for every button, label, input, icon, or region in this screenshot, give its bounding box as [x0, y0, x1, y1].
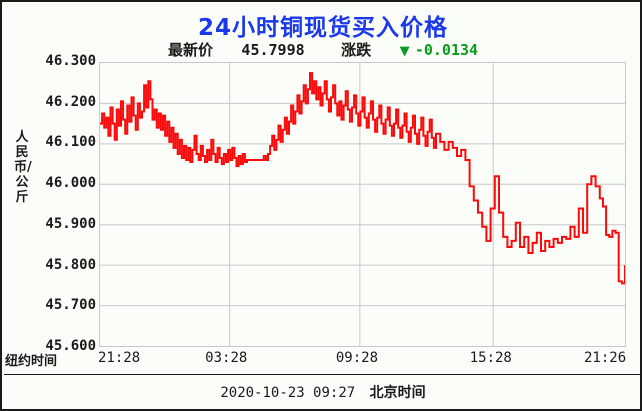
price-line-chart — [100, 63, 625, 346]
y-axis-tick-label: 46.000 — [45, 175, 96, 192]
price-series-line — [100, 72, 625, 285]
y-axis-tick-label: 45.800 — [45, 256, 96, 273]
change-down-arrow-icon: ▼ — [399, 44, 410, 59]
price-chart-plot — [99, 62, 626, 347]
x-axis-tick-label: 15:28 — [469, 350, 512, 366]
x-axis-tick-label: 03:28 — [205, 350, 248, 366]
latest-price-label: 最新价 — [167, 41, 213, 59]
x-axis-title: 纽约时间 — [5, 354, 58, 369]
y-axis-title: 人民币/公斤 — [14, 130, 32, 205]
change-value: -0.0134 — [414, 41, 479, 59]
footer-datetime: 2020-10-23 09:27 — [220, 385, 356, 401]
y-axis-tick-label: 45.900 — [45, 215, 96, 232]
x-axis-ticks: 21:28 03:28 09:28 15:28 21:26 — [2, 350, 640, 370]
y-axis-tick-label: 45.700 — [45, 297, 96, 314]
page-title: 24小时铜现货买入价格 — [197, 15, 448, 41]
price-summary: 最新价 45.7998 涨跌 ▼ -0.0134 — [2, 39, 640, 60]
y-axis-tick-label: 46.200 — [45, 93, 96, 110]
y-axis-ticks: 46.300 46.200 46.100 46.000 45.900 45.800 45.7… — [24, 2, 96, 409]
latest-price-value: 45.7998 — [241, 41, 305, 59]
footer-timezone: 北京时间 — [369, 385, 426, 401]
x-axis-tick-label: 21:26 — [584, 350, 627, 366]
footer-divider — [4, 374, 640, 375]
x-axis-tick-label: 09:28 — [335, 350, 379, 366]
change-label: 涨跌 — [341, 41, 372, 59]
y-axis-tick-label: 45.600 — [45, 338, 96, 354]
y-axis-tick-label: 46.100 — [45, 134, 96, 151]
y-axis-tick-label: 46.300 — [45, 53, 96, 69]
footer: 2020-10-23 09:27 北京时间 — [2, 382, 640, 402]
x-axis-tick-label: 21:28 — [98, 350, 141, 366]
